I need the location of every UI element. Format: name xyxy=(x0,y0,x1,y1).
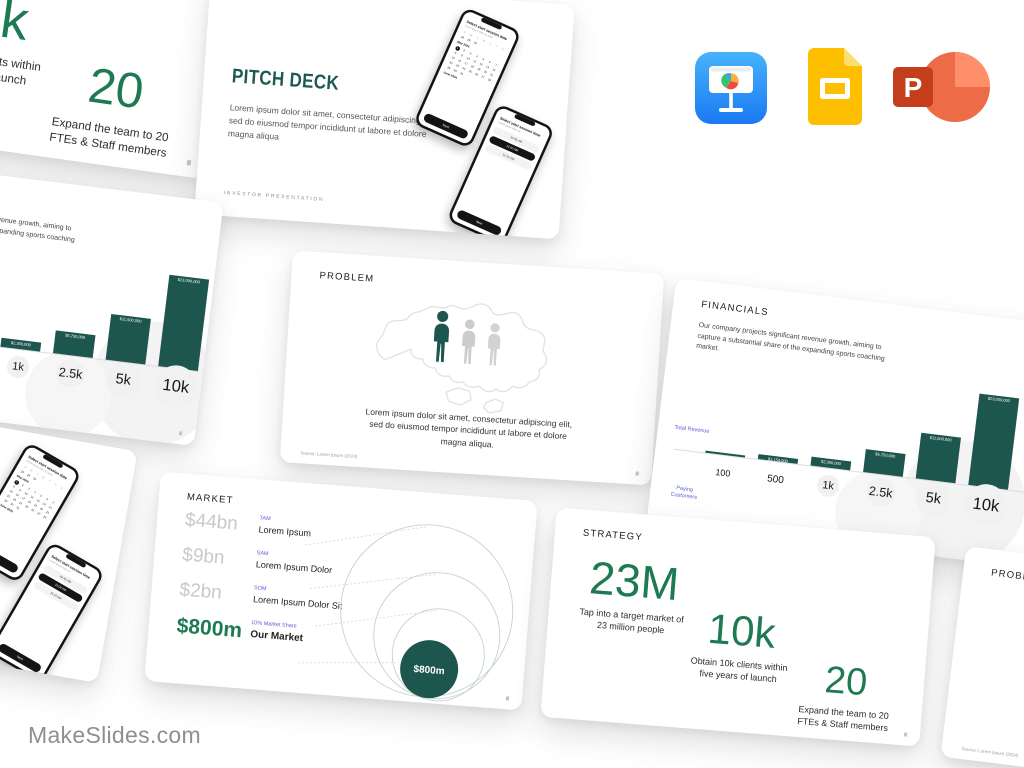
person-icon xyxy=(487,323,501,366)
bar-value-label: $23,000,000 xyxy=(177,276,201,285)
slide-title: PROBLEM xyxy=(990,567,1024,586)
chart-column: $2,300,000 1k xyxy=(0,255,51,380)
category-label: 5k xyxy=(114,371,132,389)
chart-column: $23,000,000 10k xyxy=(962,393,1020,529)
category-label: 2.5k xyxy=(868,483,894,501)
category-label: 100 xyxy=(714,467,731,479)
bar: $2,300,000 xyxy=(810,456,852,471)
powerpoint-letter: P xyxy=(904,72,923,103)
category-label: 1k xyxy=(821,479,835,493)
market-value: $2bn xyxy=(178,579,223,604)
page-number-dot xyxy=(505,696,510,701)
page-number-dot xyxy=(903,732,908,737)
chart-column: $5,750,000 2.5k xyxy=(860,381,914,508)
chart-column: $23,000,000 10k xyxy=(152,274,210,410)
bar-value-label: $5,750,000 xyxy=(64,332,86,340)
bar-value-label: $23,000,000 xyxy=(987,395,1011,404)
slide-financials-partial[interactable]: FINANCIALS Our company projects signific… xyxy=(0,158,224,447)
slide-title: MARKET xyxy=(186,491,234,507)
revenue-bar-chart: 100$1,150,000500$2,300,0001k$5,750,0002.… xyxy=(0,242,224,410)
x-axis-label: Paying Customers xyxy=(670,485,698,502)
bar: $2,300,000 xyxy=(0,337,42,352)
cover-body: Lorem ipsum dolor sit amet, consectetur … xyxy=(227,101,437,155)
source-note: Source: Lorem Ipsum (2024) xyxy=(300,450,358,459)
people-icons xyxy=(428,309,505,368)
revenue-bar-chart: 100 $1,150,000 500 $2,300,000 1k $5,750,000 2.… xyxy=(702,361,1024,529)
bar: $23,000,000 xyxy=(968,393,1020,490)
stat-caption: Expand the team to 20 FTEs & Staff member… xyxy=(784,702,902,735)
chart-column: $11,500,000 5k xyxy=(102,268,156,399)
app-format-icons: P xyxy=(695,46,1005,130)
page-number-dot xyxy=(635,471,639,476)
chart-column: $11,500,000 5k xyxy=(912,387,966,518)
slide-problem-partial[interactable]: PROBLEM Source: Lorem Ipsum (2024) xyxy=(940,546,1024,768)
category-label: 5k xyxy=(924,489,942,508)
chart-column: $1,150,000 500 xyxy=(754,368,808,493)
slide-market[interactable]: MARKET $44bn TAM Lorem Ipsum $9bn SAM Lorem I… xyxy=(144,471,538,711)
strategy-stat: 23M Tap into a target market of 23 million… xyxy=(573,551,693,638)
chart-column: 100 xyxy=(702,361,756,486)
slide-title: STRATEGY xyxy=(582,527,644,544)
bar-value-label: $2,300,000 xyxy=(10,339,32,348)
person-icon xyxy=(433,310,450,363)
bar-value-label: $2,300,000 xyxy=(820,458,842,467)
category-label: 1k xyxy=(11,360,25,374)
bar-value-label: $11,500,000 xyxy=(929,434,952,443)
person-icon xyxy=(462,319,476,365)
page-number-dot xyxy=(186,159,192,166)
strategy-stat: 20 Expand the team to 20 FTEs & Staff memb… xyxy=(32,55,194,164)
market-value: $800m xyxy=(175,614,243,643)
financials-body: Our company projects significant revenue… xyxy=(0,202,77,256)
category-label: 10k xyxy=(161,375,191,397)
strategy-stat: 20 Expand the team to 20 FTEs & Staff memb… xyxy=(784,658,905,735)
source-note: Source: Lorem Ipsum (2024) xyxy=(961,746,1019,759)
slide-cover[interactable]: PITCH DECK Lorem ipsum dolor sit amet, c… xyxy=(194,0,575,240)
brand-wordmark: MakeSlides.com xyxy=(28,722,201,748)
bar: $1,150,000 xyxy=(757,454,799,464)
market-label: Lorem Ipsum xyxy=(258,523,312,538)
slide-problem[interactable]: PROBLEM Lorem ipsum dolor sit amet, cons… xyxy=(279,250,665,486)
our-market-bubble-label: $800m xyxy=(413,664,445,677)
market-value: $44bn xyxy=(184,509,239,535)
category-label: 2.5k xyxy=(58,365,84,382)
bar: $11,500,000 xyxy=(915,432,961,484)
market-label: Our Market xyxy=(249,628,304,644)
stat-value: 10k xyxy=(706,604,778,657)
keynote-icon xyxy=(695,52,767,124)
slide-title: FINANCIALS xyxy=(700,299,770,319)
bar: $11,500,000 xyxy=(105,313,151,365)
cover-title: PITCH DECK xyxy=(231,65,340,95)
chart-column: $5,750,000 2.5k xyxy=(49,262,103,390)
category-label: 10k xyxy=(971,494,1001,516)
stat-value: 23M xyxy=(587,551,681,611)
stat-value: 20 xyxy=(823,659,869,705)
cover-footer: INVESTOR PRESENTATION xyxy=(223,189,325,204)
bar-value-label: $1,150,000 xyxy=(767,456,789,464)
bar: $23,000,000 xyxy=(158,274,210,371)
bar: $5,750,000 xyxy=(863,449,906,477)
market-circles-graphic: $800m xyxy=(298,524,514,702)
our-market-bubble xyxy=(400,640,459,699)
y-axis-label: Total Revenue xyxy=(674,424,710,435)
bar-value-label: $5,750,000 xyxy=(875,451,896,459)
bar: $5,750,000 xyxy=(52,330,96,359)
category-label: 500 xyxy=(766,472,785,486)
google-slides-icon xyxy=(808,48,862,125)
page-number-dot xyxy=(178,431,183,436)
stat-value: 10k xyxy=(0,0,33,52)
stat-caption: Tap into a target market of 23 million pe… xyxy=(573,605,689,638)
market-value: $9bn xyxy=(181,544,226,569)
map-outline-graphic xyxy=(376,303,548,414)
chart-column: $2,300,000 1k xyxy=(807,374,861,499)
powerpoint-icon: P xyxy=(893,52,990,122)
bar-value-label: $11,500,000 xyxy=(119,316,142,324)
slide-strategy[interactable]: STRATEGY 23M Tap into a target market of 2… xyxy=(540,507,936,747)
bar xyxy=(705,450,746,458)
